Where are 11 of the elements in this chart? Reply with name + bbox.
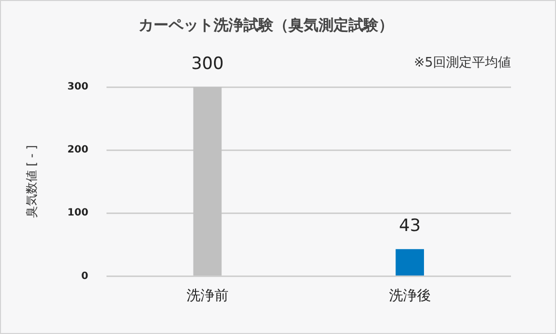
y-tick-label: 0 xyxy=(81,270,88,282)
y-axis-title: 臭気数値 [ - ] xyxy=(24,145,38,218)
text: ※5回測定平均値 xyxy=(414,55,511,70)
y-tick-label: 100 xyxy=(67,208,88,219)
y-tick-label: 300 xyxy=(67,82,88,93)
data-label: 300 xyxy=(191,54,224,74)
chart-title: カーペット洗浄試験（臭気測定試験） xyxy=(138,16,394,34)
x-tick-label: 洗浄後 xyxy=(388,288,431,304)
data-label: 43 xyxy=(399,216,421,236)
x-tick-label: 洗浄前 xyxy=(186,288,228,304)
y-tick-label: 200 xyxy=(67,144,88,156)
